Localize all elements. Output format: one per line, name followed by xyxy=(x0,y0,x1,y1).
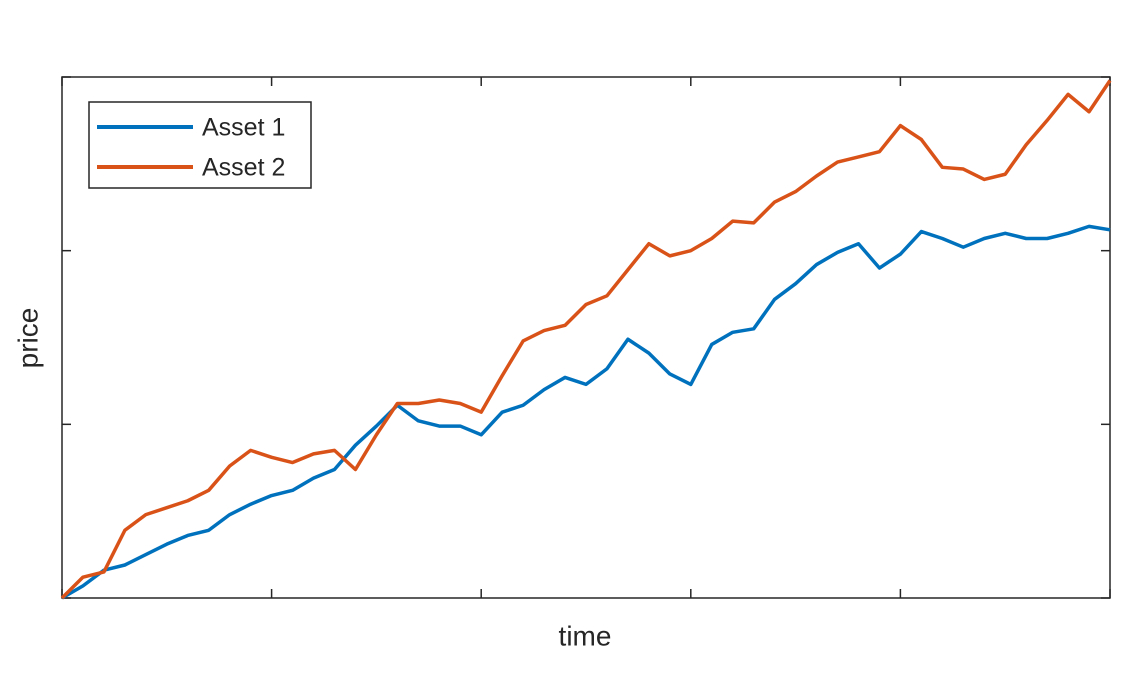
line xyxy=(60,79,1112,600)
line xyxy=(61,224,1111,600)
y-axis-label: price xyxy=(12,308,43,369)
legend-label: Asset 2 xyxy=(202,154,285,182)
legend-label: Asset 1 xyxy=(202,114,285,142)
x-axis-label: time xyxy=(559,620,612,651)
legend-box xyxy=(88,101,312,189)
